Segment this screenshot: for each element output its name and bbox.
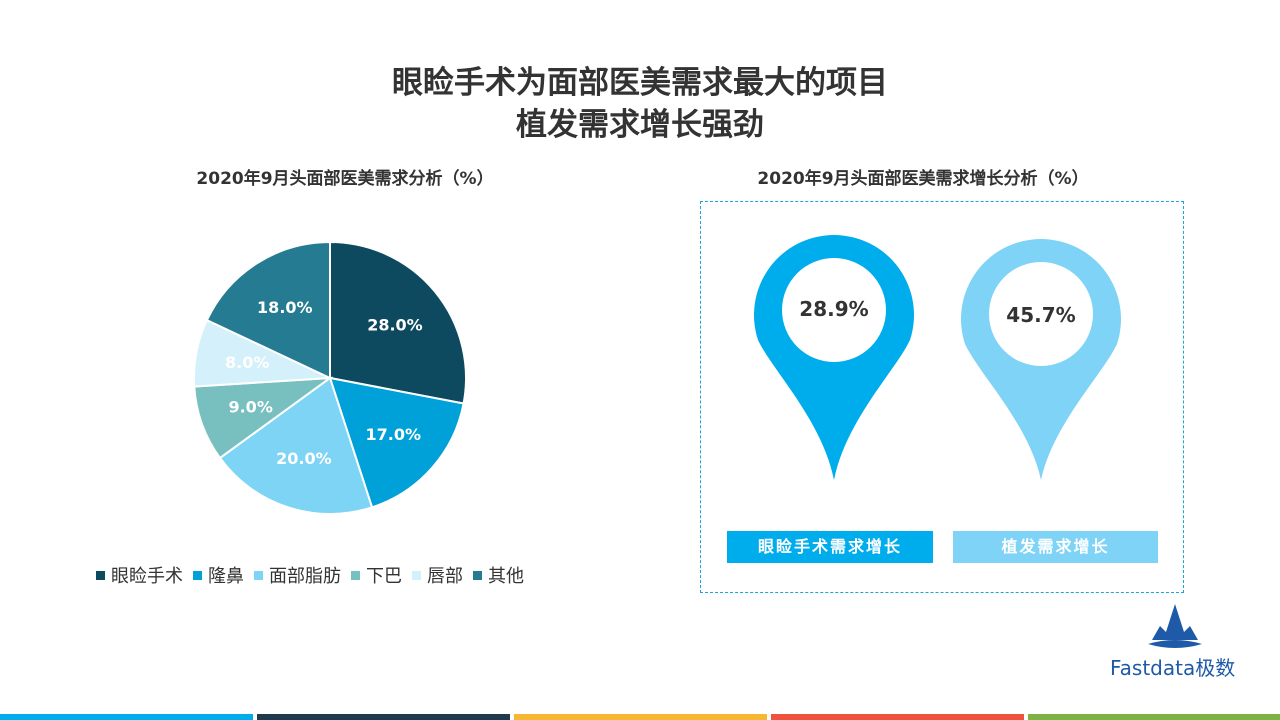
legend-label: 唇部	[427, 566, 463, 587]
page-title-line1: 眼睑手术为面部医美需求最大的项目	[392, 65, 888, 101]
legend-item: 隆鼻	[193, 562, 244, 588]
legend-swatch	[351, 570, 360, 580]
pie-data-label: 17.0%	[365, 425, 421, 444]
footer-color-segment	[0, 714, 253, 720]
legend-item: 唇部	[412, 562, 463, 588]
logo-text: Fastdata极数	[1110, 656, 1236, 680]
legend-item: 下巴	[351, 562, 402, 588]
pie-slice	[329, 240, 467, 405]
pie-data-label: 20.0%	[276, 449, 332, 468]
pin-marker-hair	[961, 239, 1121, 480]
legend-label: 面部脂肪	[269, 566, 341, 587]
legend-swatch	[412, 570, 421, 580]
legend-item: 面部脂肪	[254, 562, 341, 588]
growth-panel	[700, 201, 1184, 593]
pie-data-label: 9.0%	[228, 398, 272, 417]
pin-value-eyelid: 28.9%	[799, 297, 869, 321]
fastdata-logo-icon	[1148, 604, 1202, 648]
legend-swatch	[473, 570, 482, 580]
pie-chart: 28.0% 17.0% 20.0% 9.0% 8.0% 18.0%	[193, 240, 467, 515]
pie-legend: 眼睑手术 隆鼻 面部脂肪 下巴 唇部 其他	[96, 562, 524, 588]
legend-swatch	[193, 570, 202, 580]
legend-item: 其他	[473, 562, 524, 588]
legend-label: 隆鼻	[208, 566, 244, 587]
legend-swatch	[254, 570, 263, 580]
footer-color-segment	[514, 714, 767, 720]
footer-color-segment	[771, 714, 1024, 720]
pie-slice	[218, 376, 374, 515]
legend-item: 眼睑手术	[96, 562, 183, 588]
legend-label: 眼睑手术	[111, 566, 183, 587]
pie-data-label: 28.0%	[367, 315, 423, 334]
pin-marker-eyelid	[754, 235, 914, 480]
footer-color-segment	[257, 714, 510, 720]
pie-data-label: 18.0%	[257, 298, 313, 317]
pie-slice	[328, 376, 465, 509]
growth-chart-title: 2020年9月头面部医美需求增长分析（%）	[757, 169, 1089, 189]
legend-swatch	[96, 570, 105, 580]
footer-color-segment	[1028, 714, 1280, 720]
legend-label: 其他	[488, 566, 524, 587]
pin-label-hair: 植发需求增长	[953, 531, 1158, 563]
pin-value-hair: 45.7%	[1006, 303, 1076, 327]
page-title: 眼睑手术为面部医美需求最大的项目 植发需求增长强劲	[0, 62, 1280, 146]
pie-data-label: 8.0%	[225, 353, 269, 372]
page-title-line2: 植发需求增长强劲	[516, 107, 764, 143]
legend-label: 下巴	[366, 566, 402, 587]
pie-chart-title: 2020年9月头面部医美需求分析（%）	[196, 169, 494, 189]
pie-slice	[205, 240, 331, 380]
pin-label-eyelid: 眼睑手术需求增长	[727, 531, 933, 563]
